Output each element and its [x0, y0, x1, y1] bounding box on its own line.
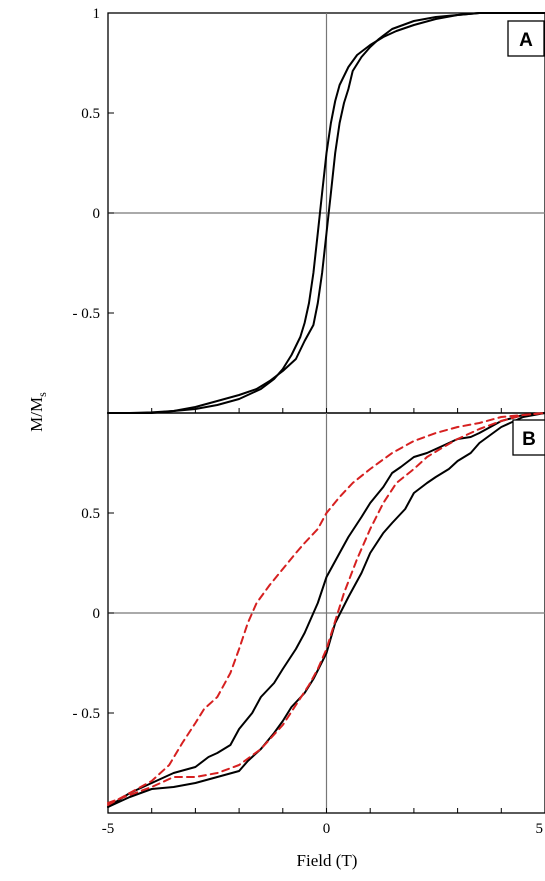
- panel-b-label-box: [512, 419, 545, 456]
- panel-a-y-tick-label: 0: [93, 206, 101, 222]
- panel-b-x-tick-label: -5: [102, 821, 115, 837]
- panel-a-zero-lines: [108, 13, 545, 413]
- x-axis-title: Field (T): [297, 851, 358, 870]
- panel-b-y-tick-label: 0: [93, 606, 101, 622]
- panel-b-series-line-1: [107, 412, 545, 808]
- panel-a-label: A: [519, 30, 533, 51]
- panel-b-series: [107, 412, 545, 808]
- panel-b-ticks: 0.5 0 - 0.5 -5 0 5: [73, 506, 545, 837]
- y-axis-title-sub: s: [35, 392, 49, 397]
- panel-b-zero-lines: [108, 413, 545, 813]
- panel-a-y-tick-label: - 0.5: [73, 306, 101, 322]
- panel-b-y-tick-label: 0.5: [81, 506, 100, 522]
- panel-b-y-tick-label: - 0.5: [73, 706, 101, 722]
- panel-b-label: B: [522, 429, 536, 450]
- panel-b-series-line-3: [107, 412, 545, 806]
- panel-a-series-line-2: [107, 12, 545, 414]
- y-axis-title-main: M/M: [27, 397, 46, 432]
- panel-a-series-line-1: [107, 12, 545, 414]
- y-axis-title: M/Ms: [27, 392, 49, 432]
- panel-a-label-box: [507, 20, 545, 57]
- panel-a: 1 0.5 0 - 0.5 A: [73, 6, 545, 414]
- panel-a-y-tick-label: 0.5: [81, 106, 100, 122]
- panel-a-y-tick-label: 1: [93, 6, 101, 22]
- panel-a-ticks: 1 0.5 0 - 0.5: [73, 6, 545, 413]
- panel-b-series-line-4: [107, 412, 545, 804]
- panel-b-series-line-2: [107, 412, 545, 808]
- panel-a-series: [107, 12, 545, 414]
- panel-b-x-tick-label: 0: [323, 821, 331, 837]
- panel-b: 0.5 0 - 0.5 -5 0 5 B: [73, 412, 545, 837]
- panel-b-x-tick-label: 5: [536, 821, 544, 837]
